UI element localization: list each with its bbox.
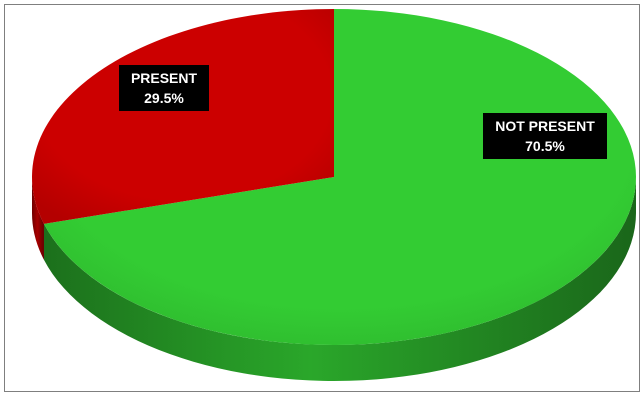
data-label-present-value: 29.5% xyxy=(144,90,184,106)
pie-slice-present xyxy=(31,9,334,224)
pie-side-present xyxy=(32,177,44,260)
data-label-not-present-value: 70.5% xyxy=(525,138,565,154)
data-label-present-name: PRESENT xyxy=(130,70,198,86)
data-label-not-present: NOT PRESENT 70.5% xyxy=(483,113,607,159)
data-label-present: PRESENT 29.5% xyxy=(119,65,209,111)
chart-frame: PRESENT 29.5% NOT PRESENT 70.5% xyxy=(4,4,640,392)
pie-slice-not-present xyxy=(43,9,637,345)
pie-side-not-present xyxy=(43,177,636,381)
pie-chart xyxy=(31,9,637,381)
data-label-not-present-name: NOT PRESENT xyxy=(495,118,595,134)
